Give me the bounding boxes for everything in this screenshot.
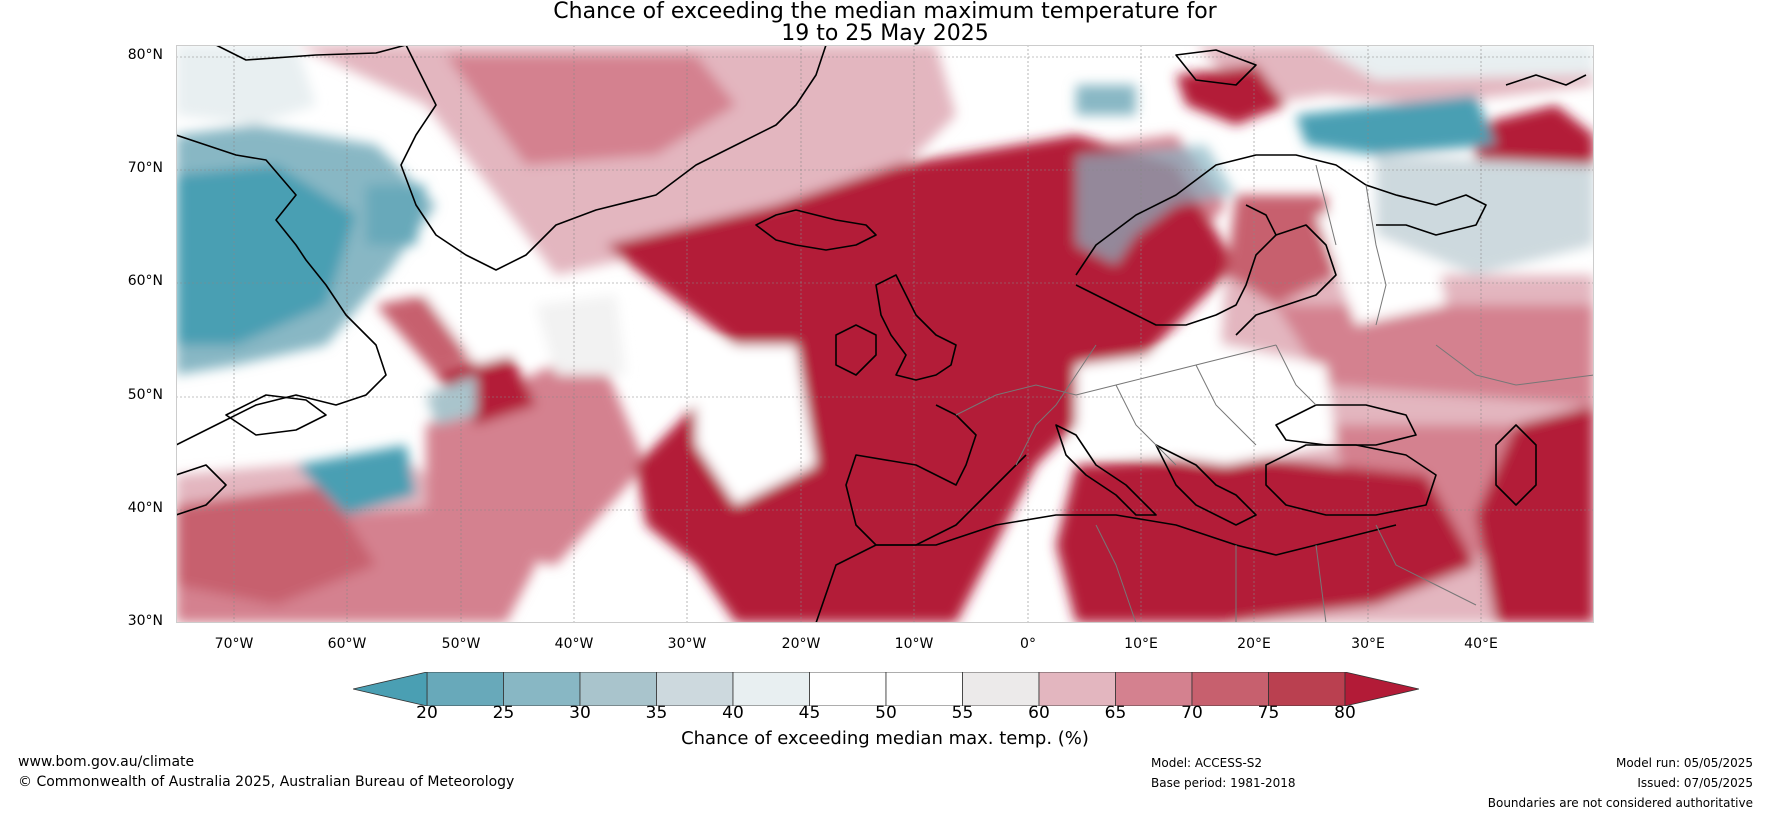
colorbar-right-arrow — [1344, 672, 1419, 706]
colorbar-segment — [579, 672, 657, 706]
colorbar-segment — [656, 672, 734, 706]
colorbar-tick: 20 — [416, 703, 438, 723]
lon-label-70w: 70°W — [214, 636, 254, 652]
lon-label-30w: 30°W — [667, 636, 707, 652]
probability-map — [176, 45, 1594, 623]
colorbar — [353, 672, 1419, 706]
svalbard-coast — [1175, 49, 1257, 86]
lon-label-10e: 10°E — [1124, 636, 1158, 652]
colorbar-segment — [1268, 672, 1346, 706]
lat-label-40n: 40°N — [127, 500, 163, 516]
ireland-coast — [835, 324, 877, 376]
model-run-date: Model run: 05/05/2025 — [1615, 756, 1753, 770]
lon-label-10w: 10°W — [894, 636, 934, 652]
lon-label-60w: 60°W — [327, 636, 367, 652]
italy-coast — [1055, 424, 1157, 516]
colorbar-segment — [1191, 672, 1269, 706]
colorbar-tick: 35 — [645, 703, 668, 723]
colorbar-tick: 60 — [1028, 703, 1050, 723]
colorbar-tick: 40 — [722, 703, 744, 723]
colorbar-tick: 80 — [1334, 703, 1356, 723]
lon-label-40w: 40°W — [554, 636, 594, 652]
uk-coast — [875, 274, 957, 381]
lon-label-0: 0° — [1020, 636, 1036, 652]
base-period: Base period: 1981-2018 — [1151, 776, 1296, 790]
lat-label-30n: 30°N — [127, 613, 163, 629]
colorbar-segment — [426, 672, 504, 706]
title-line-1: Chance of exceeding the median maximum t… — [553, 0, 1217, 24]
colorbar-tick: 50 — [875, 703, 897, 723]
lon-label-30e: 30°E — [1351, 636, 1385, 652]
north-america-coast — [176, 134, 387, 446]
lon-label-50w: 50°W — [441, 636, 481, 652]
lat-label-60n: 60°N — [127, 273, 163, 289]
lat-label-80n: 80°N — [127, 47, 163, 63]
probability-shading — [176, 45, 1594, 623]
colorbar-segment — [1038, 672, 1116, 706]
colorbar-tick: 25 — [492, 703, 515, 723]
iceland-coast — [755, 209, 877, 251]
colorbar-left-arrow — [353, 672, 428, 706]
colorbar-tick: 75 — [1257, 703, 1280, 723]
colorbar-tick: 30 — [569, 703, 591, 723]
lon-label-20w: 20°W — [781, 636, 821, 652]
country-borders — [955, 164, 1594, 623]
map-canvas — [176, 45, 1594, 623]
colorbar-segment — [962, 672, 1040, 706]
lon-label-40e: 40°E — [1464, 636, 1498, 652]
boundaries-disclaimer: Boundaries are not considered authoritat… — [1487, 796, 1753, 810]
website-link[interactable]: www.bom.gov.au/climate — [18, 754, 195, 770]
issued-date: Issued: 07/05/2025 — [1637, 776, 1753, 790]
colorbar-tick: 70 — [1181, 703, 1203, 723]
colorbar-tick: 45 — [798, 703, 821, 723]
lon-label-20e: 20°E — [1237, 636, 1271, 652]
lat-label-50n: 50°N — [127, 387, 163, 403]
colorbar-tick: 65 — [1104, 703, 1127, 723]
model-name: Model: ACCESS-S2 — [1151, 756, 1263, 770]
lat-label-70n: 70°N — [127, 160, 163, 176]
colorbar-segment — [1115, 672, 1193, 706]
colorbar-segment — [809, 672, 887, 706]
copyright-text: © Commonwealth of Australia 2025, Austra… — [18, 774, 515, 790]
map-frame — [176, 45, 1594, 623]
colorbar-tick: 55 — [951, 703, 974, 723]
black-sea-coast — [1275, 404, 1417, 446]
colorbar-segment — [732, 672, 810, 706]
colorbar-segment — [503, 672, 581, 706]
iberia-coast — [845, 404, 1027, 546]
colorbar-label: Chance of exceeding median max. temp. (%… — [681, 728, 1089, 749]
title-line-2: 19 to 25 May 2025 — [781, 21, 989, 46]
colorbar-segment — [885, 672, 963, 706]
greenland-coast — [215, 45, 827, 271]
